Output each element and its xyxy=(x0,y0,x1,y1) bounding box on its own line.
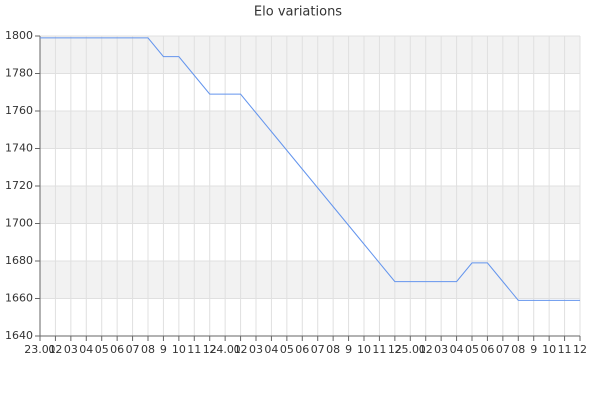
x-tick-label: 02 xyxy=(234,343,248,356)
x-tick-label: 04 xyxy=(79,343,93,356)
x-tick-label: 07 xyxy=(496,343,510,356)
x-tick-label: 10 xyxy=(542,343,556,356)
grid-band xyxy=(40,186,580,224)
x-tick-label: 11 xyxy=(558,343,572,356)
x-tick-label: 06 xyxy=(110,343,124,356)
x-tick-label: 08 xyxy=(326,343,340,356)
x-tick-label: 06 xyxy=(295,343,309,356)
x-tick-label: 05 xyxy=(465,343,479,356)
y-tick-label: 1660 xyxy=(5,292,33,305)
x-tick-label: 10 xyxy=(357,343,371,356)
y-tick-label: 1720 xyxy=(5,179,33,192)
x-tick-label: 12 xyxy=(573,343,587,356)
x-tick-label: 9 xyxy=(345,343,352,356)
x-tick-label: 12 xyxy=(203,343,217,356)
x-tick-label: 23.01 xyxy=(24,343,56,356)
x-tick-label: 03 xyxy=(249,343,263,356)
line xyxy=(40,37,580,301)
y-tick-label: 1700 xyxy=(5,217,33,230)
x-tick-label: 03 xyxy=(434,343,448,356)
x-tick-label: 05 xyxy=(280,343,294,356)
x-tick-label: 05 xyxy=(95,343,109,356)
x-tick-label: 9 xyxy=(530,343,537,356)
y-tick-label: 1680 xyxy=(5,254,33,267)
y-tick-label: 1740 xyxy=(5,142,33,155)
y-tick-label: 1780 xyxy=(5,67,33,80)
x-tick-label: 25.01 xyxy=(395,343,427,356)
chart-title: Elo variations xyxy=(254,5,342,20)
y-tick-label: 1800 xyxy=(5,29,33,42)
x-tick-label: 02 xyxy=(48,343,62,356)
x-tick-label: 24.01 xyxy=(209,343,241,356)
x-tick-label: 11 xyxy=(187,343,201,356)
x-tick-label: 9 xyxy=(160,343,167,356)
grid-band xyxy=(40,111,580,149)
x-tick-label: 07 xyxy=(311,343,325,356)
x-tick-label: 04 xyxy=(450,343,464,356)
x-tick-label: 06 xyxy=(480,343,494,356)
x-tick-label: 02 xyxy=(419,343,433,356)
x-tick-label: 03 xyxy=(64,343,78,356)
x-tick-label: 04 xyxy=(264,343,278,356)
x-tick-label: 12 xyxy=(388,343,402,356)
x-tick-label: 11 xyxy=(372,343,386,356)
x-tick-label: 08 xyxy=(511,343,525,356)
grid-band xyxy=(40,261,580,299)
grid-band xyxy=(40,36,580,74)
y-tick-label: 1760 xyxy=(5,104,33,117)
y-tick-label: 1640 xyxy=(5,329,33,342)
x-tick-label: 08 xyxy=(141,343,155,356)
x-tick-label: 07 xyxy=(126,343,140,356)
x-tick-label: 10 xyxy=(172,343,186,356)
